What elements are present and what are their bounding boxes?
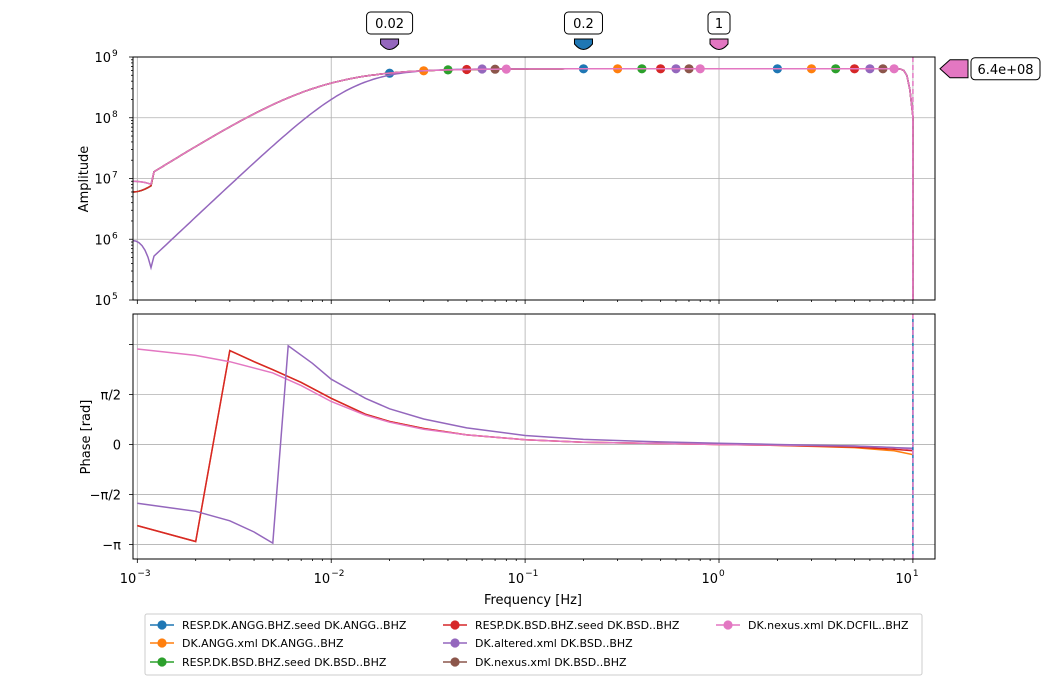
- marker-pin-icon: [709, 38, 729, 50]
- frequency-marker: 0.02: [366, 11, 414, 50]
- legend-label: RESP.DK.BSD.BHZ.seed DK.BSD..BHZ: [475, 619, 680, 632]
- frequency-marker: 1: [707, 11, 731, 50]
- legend-entry: DK.ANGG.xml DK.ANGG..BHZ: [150, 637, 344, 650]
- phase-xtick-base: 10: [120, 572, 137, 587]
- legend-dot-swatch: [157, 620, 167, 630]
- legend-label: DK.altered.xml DK.BSD..BHZ: [475, 637, 633, 650]
- marker-pin-icon: [573, 38, 593, 50]
- legend-entry: DK.altered.xml DK.BSD..BHZ: [443, 637, 633, 650]
- legend-label: DK.nexus.xml DK.BSD..BHZ: [475, 656, 627, 669]
- amp-ytick-base: 10: [94, 173, 111, 188]
- amplitude-line: [132, 68, 914, 300]
- frequency-markers: 0.02 0.2 1: [366, 11, 731, 50]
- amp-ytick-exp: 9: [112, 49, 118, 59]
- legend-entries: RESP.DK.ANGG.BHZ.seed DK.ANGG..BHZ DK.ANG…: [150, 619, 909, 669]
- side-marker-label: 6.4e+08: [977, 63, 1033, 78]
- legend-entry: RESP.DK.BSD.BHZ.seed DK.BSD..BHZ: [150, 656, 387, 669]
- marker-label-box: [707, 11, 731, 35]
- phase-xtick-exp: 0: [719, 569, 725, 579]
- legend-label: DK.ANGG.xml DK.ANGG..BHZ: [182, 637, 344, 650]
- legend-dot-swatch: [723, 620, 733, 630]
- marker-label: 0.2: [573, 17, 594, 32]
- phase-ticks: 10 −3 10 −2 10 −1 10 0 10 1−π−π/20π/2: [90, 344, 919, 587]
- legend-label: RESP.DK.BSD.BHZ.seed DK.BSD..BHZ: [182, 656, 387, 669]
- phase-line: [137, 344, 913, 545]
- frequency-xlabel: Frequency [Hz]: [484, 593, 582, 608]
- legend-entry: RESP.DK.BSD.BHZ.seed DK.BSD..BHZ: [443, 619, 680, 632]
- phase-series: [137, 314, 914, 559]
- legend-dot-swatch: [450, 657, 460, 667]
- amp-ytick-label: 10 8: [94, 110, 118, 127]
- legend: RESP.DK.ANGG.BHZ.seed DK.ANGG..BHZ DK.ANG…: [144, 613, 923, 676]
- legend-label: DK.nexus.xml DK.DCFIL..BHZ: [748, 619, 909, 632]
- phase-ytick-label: 0: [113, 438, 121, 453]
- amp-ytick-label: 10 7: [94, 171, 117, 188]
- marker-label-box: [366, 11, 414, 35]
- amp-ytick-base: 10: [94, 112, 111, 127]
- phase-xtick-label: 10 0: [701, 569, 725, 587]
- amplitude-series: [132, 57, 914, 300]
- marker-label-box: [563, 11, 603, 35]
- frequency-marker: 0.2: [563, 11, 603, 50]
- phase-xtick-exp: −2: [331, 569, 344, 579]
- amp-ytick-exp: 7: [112, 171, 118, 181]
- amp-ytick-label: 10 6: [94, 231, 118, 248]
- marker-label: 1: [715, 17, 723, 32]
- amplitude-ylabel: Amplitude: [77, 146, 92, 213]
- amp-ytick-base: 10: [94, 294, 111, 309]
- side-marker-pin-icon: [939, 59, 969, 79]
- legend-entry: DK.nexus.xml DK.BSD..BHZ: [443, 656, 627, 669]
- amp-ytick-base: 10: [94, 233, 111, 248]
- phase-xtick-base: 10: [314, 572, 331, 587]
- amp-ytick-exp: 6: [112, 231, 118, 241]
- phase-xtick-base: 10: [508, 572, 525, 587]
- amp-ytick-label: 10 5: [94, 292, 117, 309]
- legend-dot-swatch: [157, 638, 167, 648]
- phase-xtick-base: 10: [895, 572, 912, 587]
- amp-ytick-base: 10: [94, 51, 111, 66]
- legend-entry: RESP.DK.ANGG.BHZ.seed DK.ANGG..BHZ: [150, 619, 407, 632]
- phase-xtick-label: 10 −3: [120, 569, 151, 587]
- phase-xtick-exp: 1: [913, 569, 919, 579]
- amp-ytick-exp: 8: [112, 110, 118, 120]
- phase-xtick-base: 10: [701, 572, 718, 587]
- phase-xtick-label: 10 −1: [508, 569, 539, 587]
- legend-dot-swatch: [157, 657, 167, 667]
- legend-dot-swatch: [450, 620, 460, 630]
- amplitude-dot: [695, 64, 705, 74]
- phase-panel: 10 −3 10 −2 10 −1 10 0 10 1−π−π/20π/2 Phase [rad]…: [79, 313, 936, 608]
- amplitude-dot: [889, 64, 899, 74]
- legend-label: RESP.DK.ANGG.BHZ.seed DK.ANGG..BHZ: [182, 619, 407, 632]
- phase-xtick-exp: −1: [525, 569, 538, 579]
- legend-dot-swatch: [450, 638, 460, 648]
- amp-ytick-label: 10 9: [94, 49, 118, 66]
- marker-label: 0.02: [375, 17, 404, 32]
- phase-ytick-label: −π/2: [90, 488, 121, 503]
- phase-xtick-label: 10 −2: [314, 569, 345, 587]
- legend-entry: DK.nexus.xml DK.DCFIL..BHZ: [716, 619, 909, 632]
- phase-xtick-label: 10 1: [895, 569, 918, 587]
- phase-ytick-label: π/2: [101, 388, 121, 403]
- phase-ytick-label: −π: [102, 538, 121, 553]
- amplitude-dot: [501, 64, 511, 74]
- amp-ytick-exp: 5: [112, 292, 118, 302]
- side-marker-label-box: [970, 57, 1041, 81]
- marker-pin-icon: [380, 38, 400, 50]
- phase-axes-frame: [132, 313, 936, 560]
- amplitude-side-marker: 6.4e+08: [939, 57, 1041, 81]
- phase-xtick-exp: −3: [137, 569, 150, 579]
- phase-ylabel: Phase [rad]: [79, 400, 94, 475]
